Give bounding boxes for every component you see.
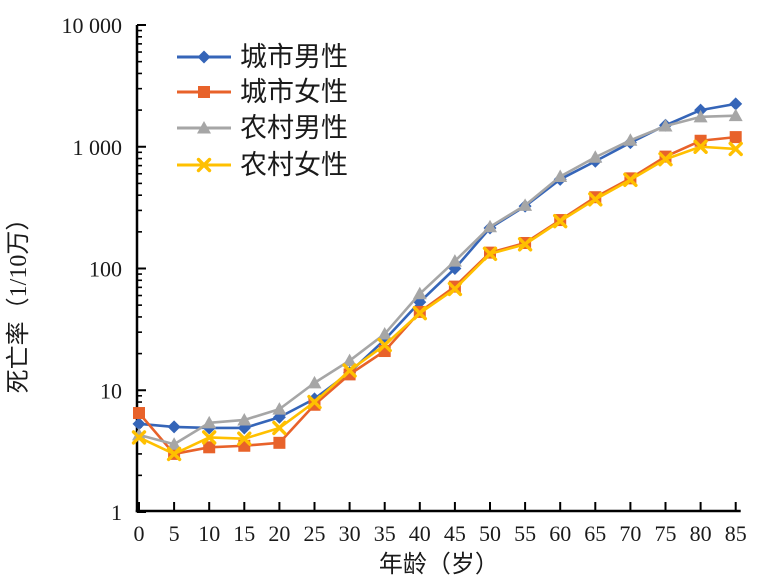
series-3-marker: [307, 394, 322, 410]
x-tick-label: 45: [444, 521, 466, 546]
series-line-3: [138, 145, 736, 456]
series-3-marker: [237, 431, 252, 446]
series-3-marker: [412, 305, 427, 321]
x-tick-label: 55: [514, 521, 536, 546]
x-tick-label: 20: [268, 521, 290, 546]
x-tick-label: 40: [409, 521, 431, 546]
series-3-marker: [201, 430, 217, 445]
series-3-marker: [728, 141, 743, 157]
x-tick-label: 60: [549, 521, 571, 546]
series-2-marker: [342, 353, 357, 367]
series-2-marker: [728, 108, 743, 122]
x-tick-label: 35: [374, 521, 396, 546]
series-2-marker: [483, 219, 497, 233]
series-2-marker: [553, 169, 568, 182]
series-1-marker: [273, 436, 286, 449]
series-1-marker: [203, 441, 216, 454]
y-tick-label: 1: [111, 500, 122, 525]
x-tick-label: 5: [169, 521, 180, 546]
x-tick-label: 75: [655, 521, 677, 546]
legend-label: 农村女性: [240, 150, 348, 180]
series-3-marker: [517, 237, 533, 252]
series-2-marker: [377, 326, 392, 340]
series-3-marker: [693, 139, 708, 154]
y-tick-label: 10: [100, 378, 122, 403]
x-tick-label: 30: [339, 521, 361, 546]
series-1-marker: [729, 131, 742, 144]
series-2-marker: [518, 198, 533, 211]
series-3-marker: [166, 446, 182, 462]
series-2-marker: [412, 286, 427, 300]
series-2-marker: [623, 133, 638, 146]
legend-marker-square: [198, 86, 210, 98]
y-axis-title: 死亡率（1/10万）: [5, 207, 32, 394]
series-2-marker: [237, 412, 252, 426]
legend-label: 农村男性: [240, 113, 348, 143]
series-line-2: [138, 114, 736, 446]
y-tick-label: 100: [89, 257, 122, 282]
series-line-1: [138, 135, 736, 456]
series-2-marker: [588, 150, 603, 163]
series-3-marker: [588, 192, 603, 207]
series-2-marker: [132, 427, 146, 441]
series-line-0: [138, 102, 736, 430]
legend-label: 城市男性: [240, 42, 348, 72]
y-tick-label: 1 000: [73, 135, 123, 160]
series-2-marker: [202, 415, 217, 429]
series-2-marker: [447, 254, 462, 267]
x-axis-title: 年龄（岁）: [379, 551, 499, 577]
x-tick-label: 50: [479, 521, 501, 546]
x-tick-label: 15: [233, 521, 255, 546]
legend-label: 城市女性: [240, 77, 348, 107]
series-3-marker: [623, 172, 638, 188]
series-3-marker: [131, 430, 147, 445]
series-2-marker: [272, 402, 287, 415]
x-tick-label: 10: [198, 521, 220, 546]
x-tick-label: 65: [584, 521, 606, 546]
x-tick-label: 0: [134, 521, 145, 546]
series-0-marker: [729, 97, 743, 111]
series-3-marker: [272, 420, 287, 436]
series-3-marker: [447, 281, 463, 297]
series-3-marker: [342, 363, 357, 378]
x-tick-label: 80: [690, 521, 712, 546]
series-3-marker: [658, 152, 673, 167]
y-tick-label: 10 000: [62, 13, 123, 38]
series-2-marker: [307, 375, 322, 389]
series-3-marker: [553, 213, 568, 229]
series-3-marker: [377, 337, 392, 353]
series-1-marker: [133, 407, 145, 420]
series-1-marker: [308, 398, 321, 411]
x-tick-label: 85: [725, 521, 747, 546]
series-0-marker: [167, 420, 181, 434]
x-tick-label: 25: [304, 521, 326, 546]
legend-marker-diamond: [197, 50, 211, 64]
series-2-marker: [693, 109, 708, 123]
series-2-marker: [658, 119, 673, 132]
series-2-marker: [167, 437, 182, 450]
legend-marker-x: [196, 157, 212, 173]
series-0-marker: [132, 417, 146, 431]
legend-marker-triangle: [197, 121, 211, 134]
x-tick-label: 70: [619, 521, 641, 546]
series-3-marker: [482, 246, 498, 262]
